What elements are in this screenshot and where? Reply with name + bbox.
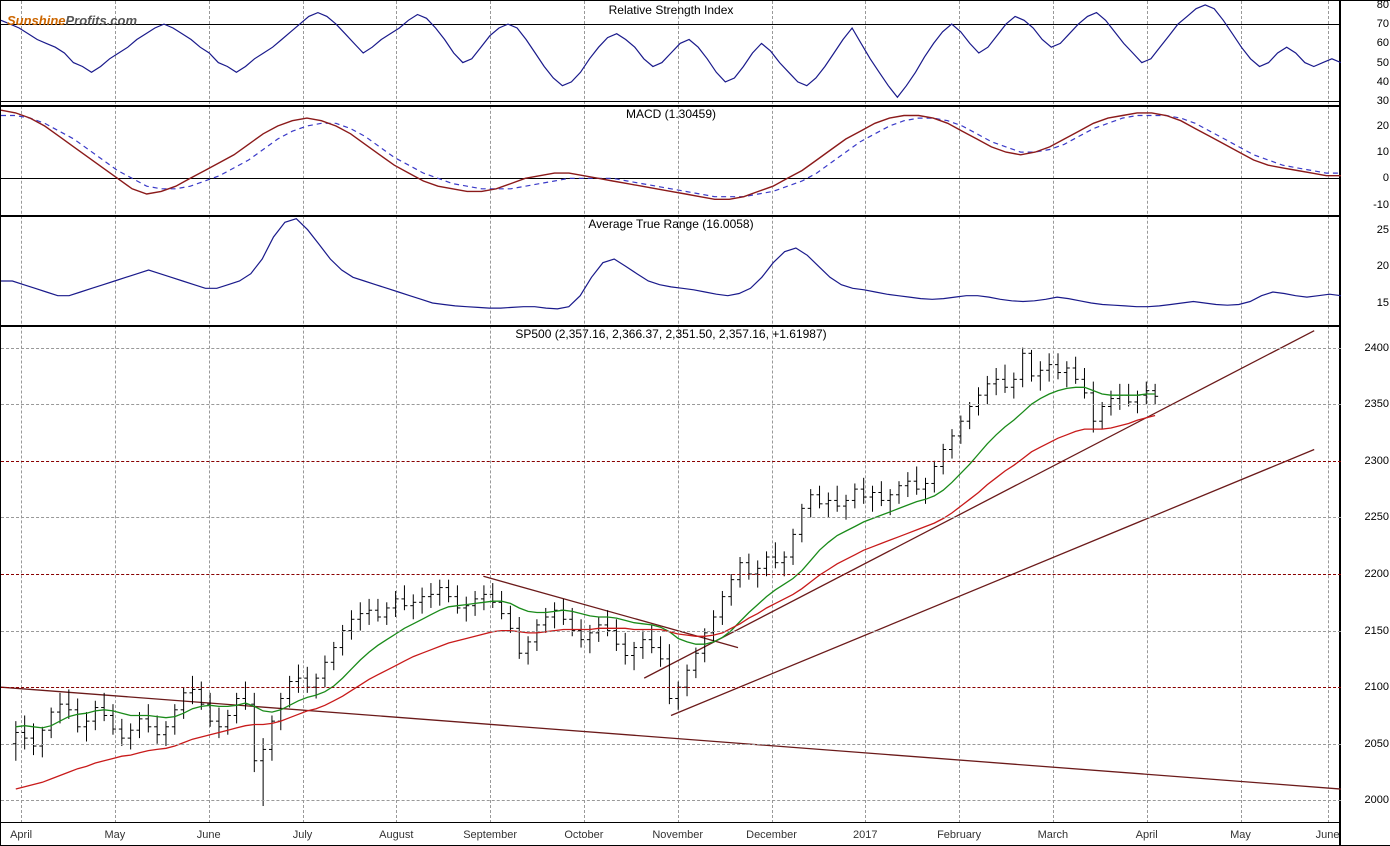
y-axis-right: 304050607080-100102015202520002050210021…: [1339, 1, 1390, 845]
watermark-part2: Profits.com: [66, 13, 138, 28]
x-label: June: [197, 829, 221, 841]
x-label: June: [1316, 829, 1340, 841]
x-label: November: [652, 829, 703, 841]
x-label: May: [105, 829, 126, 841]
panel-atr: Average True Range (16.0058): [1, 215, 1341, 327]
x-label: February: [937, 829, 981, 841]
stock-chart: SunshineProfits.com 304050607080-1001020…: [0, 0, 1390, 846]
x-label: October: [564, 829, 603, 841]
watermark: SunshineProfits.com: [7, 13, 137, 28]
panel-rsi: Relative Strength Index: [1, 1, 1341, 107]
x-label: December: [746, 829, 797, 841]
x-label: May: [1230, 829, 1251, 841]
x-label: August: [379, 829, 413, 841]
x-label: April: [10, 829, 32, 841]
x-label: March: [1038, 829, 1069, 841]
watermark-part1: Sunshine: [7, 13, 66, 28]
x-axis: April May June July August September October No…: [1, 822, 1341, 845]
x-label: April: [1136, 829, 1158, 841]
x-label: July: [293, 829, 313, 841]
x-label: 2017: [853, 829, 877, 841]
panel-macd: MACD (1.30459): [1, 105, 1341, 217]
x-label: September: [463, 829, 517, 841]
